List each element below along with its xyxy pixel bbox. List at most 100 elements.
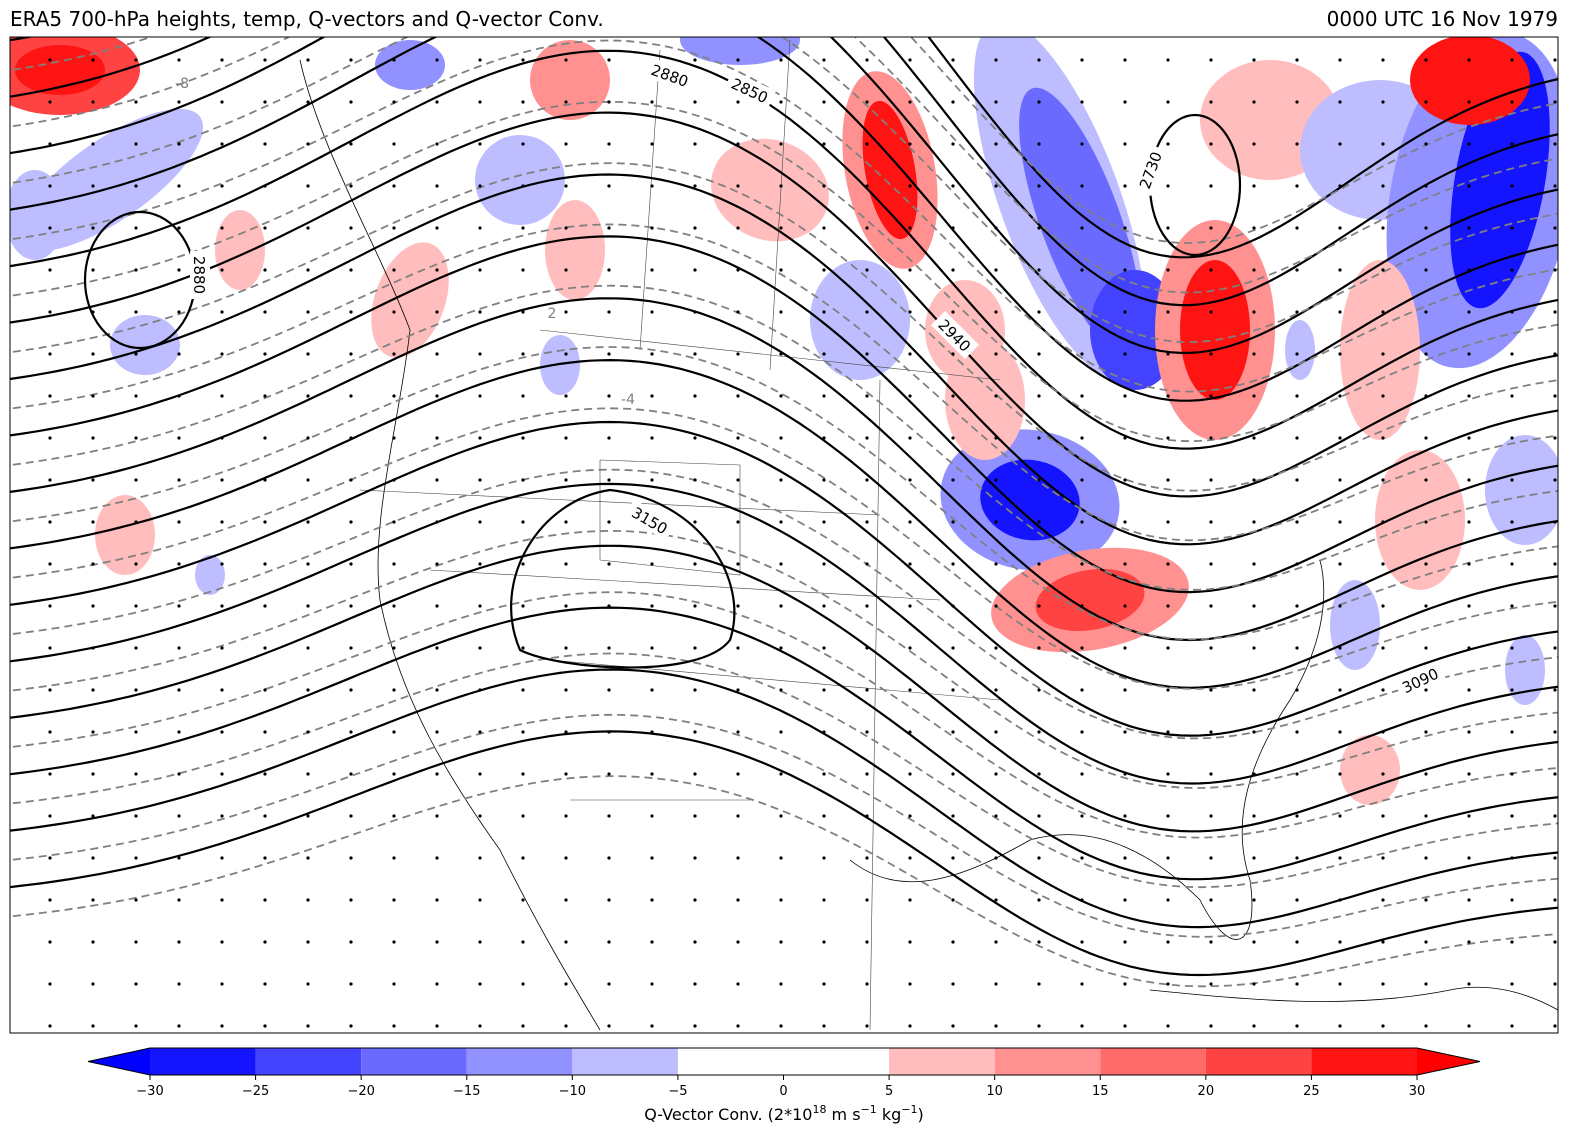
q-vector [306, 982, 310, 986]
q-vector [1338, 436, 1342, 440]
q-vector [1252, 268, 1256, 272]
q-vector [306, 520, 310, 524]
height-contour [10, 37, 1558, 259]
q-vector [822, 58, 826, 62]
q-vector [1252, 226, 1256, 230]
q-vector [650, 562, 654, 566]
q-vector [1080, 1024, 1084, 1028]
q-vector [908, 688, 912, 692]
q-vector [736, 688, 740, 692]
q-vector [779, 646, 783, 650]
q-vector [1295, 730, 1299, 734]
q-vector [48, 352, 52, 356]
q-vector [1252, 856, 1256, 860]
q-vector [177, 604, 181, 608]
q-vector [1166, 310, 1170, 314]
q-vector [177, 478, 181, 482]
q-vector [1037, 184, 1041, 188]
q-vector [1123, 310, 1127, 314]
q-vector [349, 730, 353, 734]
q-vector [693, 814, 697, 818]
q-vector [1424, 478, 1428, 482]
q-vector [607, 814, 611, 818]
q-vector [306, 898, 310, 902]
q-vector [392, 604, 396, 608]
title: ERA5 700-hPa heights, temp, Q-vectors an… [10, 7, 604, 31]
q-vector [693, 562, 697, 566]
q-vector [349, 436, 353, 440]
q-vector [1123, 142, 1127, 146]
q-vector [1209, 562, 1213, 566]
colorbar-over [1417, 1048, 1480, 1075]
q-vector [392, 394, 396, 398]
q-conv-shading [1340, 735, 1400, 805]
q-vector [306, 184, 310, 188]
q-conv-shading [10, 170, 65, 260]
q-vector [349, 58, 353, 62]
q-vector [1080, 814, 1084, 818]
temperature-contour [10, 223, 1558, 542]
q-vector [220, 646, 224, 650]
q-vector [392, 184, 396, 188]
q-vector [1209, 352, 1213, 356]
q-vector [134, 142, 138, 146]
q-vector [1338, 982, 1342, 986]
q-vector [306, 688, 310, 692]
q-vector [822, 478, 826, 482]
q-vector [1553, 394, 1557, 398]
q-vector [48, 142, 52, 146]
q-vector [1123, 520, 1127, 524]
q-vector [1510, 1024, 1514, 1028]
q-vector [1037, 1024, 1041, 1028]
q-vector [48, 646, 52, 650]
q-vector [564, 940, 568, 944]
q-vector [779, 898, 783, 902]
q-vector [1424, 772, 1428, 776]
q-vector [177, 58, 181, 62]
q-vector [1080, 940, 1084, 944]
q-vector [392, 268, 396, 272]
q-vector [478, 436, 482, 440]
q-vector [1338, 898, 1342, 902]
q-vector [263, 982, 267, 986]
q-vector [478, 520, 482, 524]
q-vector [1080, 856, 1084, 860]
q-vector [908, 814, 912, 818]
q-conv-shading [711, 138, 829, 242]
q-vector [392, 520, 396, 524]
q-vector [392, 562, 396, 566]
temperature-contour [10, 652, 1558, 889]
q-vector [1123, 814, 1127, 818]
colorbar-bin [677, 1048, 784, 1075]
q-vector [521, 982, 525, 986]
q-vector [1510, 268, 1514, 272]
q-vector [48, 940, 52, 944]
q-vector [1080, 100, 1084, 104]
q-vector [1553, 1024, 1557, 1028]
q-vector [1424, 352, 1428, 356]
colorbar-bin [572, 1048, 678, 1075]
q-conv-shading [1035, 568, 1145, 632]
q-vector [650, 814, 654, 818]
temperature-contour [10, 284, 1558, 591]
q-vector [1510, 394, 1514, 398]
q-vector [478, 772, 482, 776]
q-vector [1037, 856, 1041, 860]
label-part: kg [877, 1105, 902, 1124]
q-vector [650, 730, 654, 734]
q-vector [951, 772, 955, 776]
q-vector [865, 940, 869, 944]
q-vector [1553, 814, 1557, 818]
q-vector [134, 814, 138, 818]
q-vector [1381, 58, 1385, 62]
q-vector [91, 352, 95, 356]
q-vector [1037, 436, 1041, 440]
q-vector [607, 142, 611, 146]
temperature-label: -8 [175, 76, 189, 92]
q-vector [693, 142, 697, 146]
q-vector [1467, 268, 1471, 272]
q-vector [134, 688, 138, 692]
q-vector [822, 310, 826, 314]
q-vector [1209, 478, 1213, 482]
q-vector [1295, 352, 1299, 356]
